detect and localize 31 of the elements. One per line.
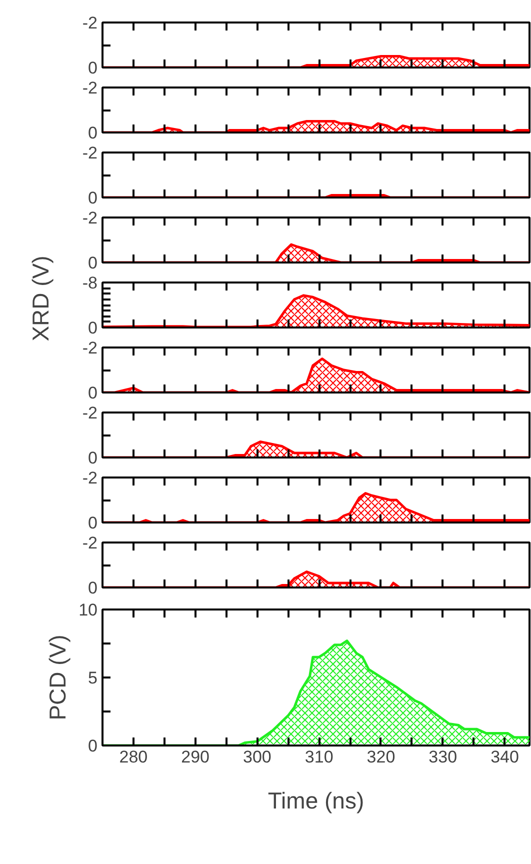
x-tick-label: 300 (243, 748, 272, 766)
x-axis-title: Time (ns) (268, 788, 364, 814)
x-tick-label: 320 (366, 748, 396, 766)
y-tick-label: 10 (78, 600, 98, 620)
x-tick-label: 310 (304, 748, 334, 766)
y-axis-title: XRD (V) (28, 256, 54, 342)
y-tick-label: 0 (88, 318, 98, 338)
y-tick-label: 0 (88, 188, 98, 208)
y-tick-label: 0 (88, 254, 98, 272)
x-tick-label: 330 (428, 748, 458, 766)
y-tick-label: 0 (88, 124, 98, 142)
y-tick-label: 0 (88, 58, 98, 78)
y-tick-label: 0 (88, 736, 98, 756)
y-tick-label: -2 (82, 14, 98, 32)
y-tick-label: 0 (88, 448, 98, 468)
y-tick-label: -2 (82, 78, 98, 98)
y-tick-label: -8 (82, 274, 98, 292)
y-tick-label: 0 (88, 384, 98, 402)
x-tick-label: 290 (181, 748, 210, 766)
x-tick-label: 340 (490, 748, 519, 766)
y-tick-label: -2 (82, 338, 98, 358)
y-tick-label: -2 (82, 208, 98, 228)
y-tick-label: 5 (88, 668, 98, 688)
y-tick-label: 0 (88, 578, 98, 598)
y-tick-label: -2 (82, 534, 98, 552)
y-tick-label: -2 (82, 404, 98, 422)
y-tick-label: 0 (88, 514, 98, 532)
y-tick-label: -2 (82, 468, 98, 488)
x-tick-label: 280 (119, 748, 148, 766)
y-tick-label: -2 (82, 144, 98, 162)
y-axis-title: PCD (V) (44, 634, 71, 720)
